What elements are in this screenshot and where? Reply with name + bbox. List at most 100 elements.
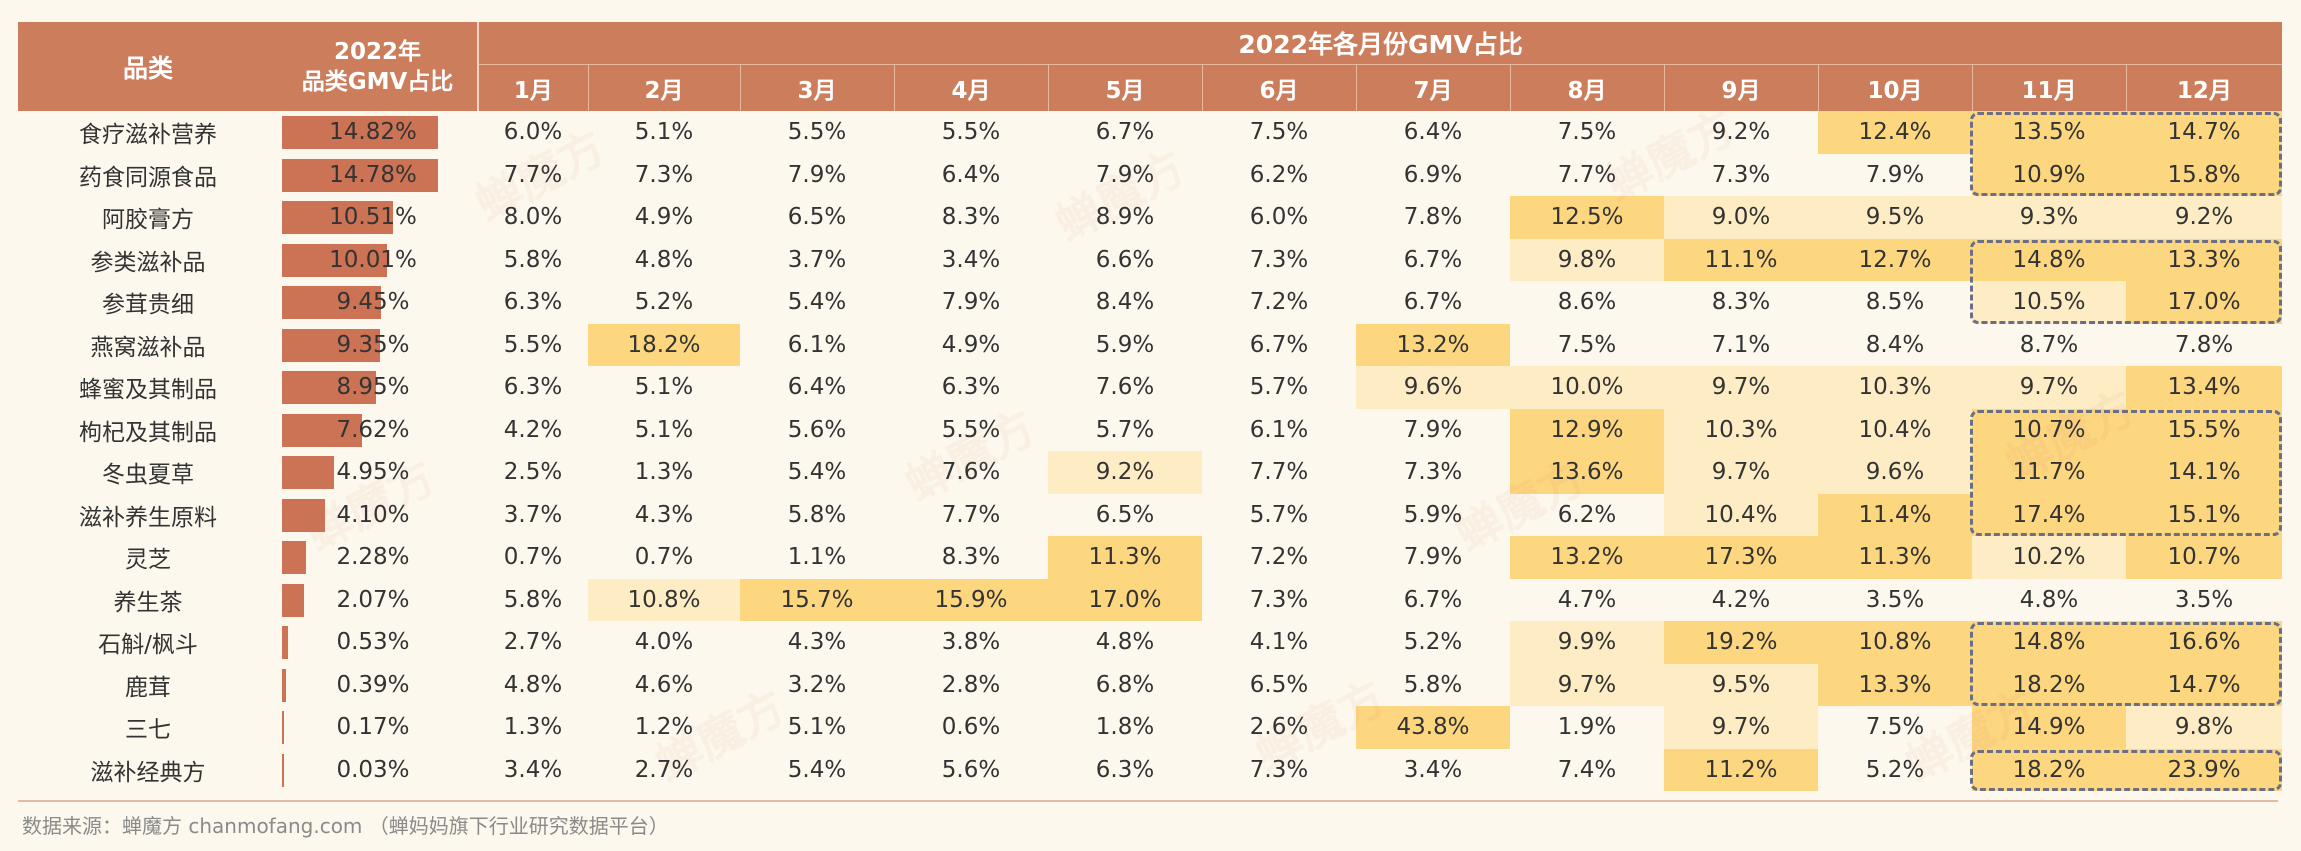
share-header-line2: 品类GMV占比 xyxy=(301,68,454,95)
month-value-cell: 9.7% xyxy=(1664,366,1818,409)
month-value-cell: 9.8% xyxy=(2126,706,2283,749)
month-value: 19.2% xyxy=(1704,629,1778,656)
share-cell: 8.95% xyxy=(278,366,478,409)
share-cell: 0.03% xyxy=(278,749,478,792)
month-value: 6.2% xyxy=(1557,501,1617,528)
month-value: 15.9% xyxy=(934,586,1008,613)
month-value-cell: 5.1% xyxy=(588,409,740,452)
month-value-cell: 1.3% xyxy=(588,451,740,494)
month-value: 5.6% xyxy=(787,416,847,443)
month-value: 17.0% xyxy=(1088,586,1162,613)
month-value: 14.1% xyxy=(2167,459,2241,486)
month-value: 6.9% xyxy=(1403,161,1463,188)
share-value: 9.35% xyxy=(336,331,410,358)
month-value: 5.2% xyxy=(1403,629,1463,656)
month-value-cell: 5.8% xyxy=(740,494,894,537)
month-value: 5.4% xyxy=(787,289,847,316)
month-value-cell: 5.1% xyxy=(588,366,740,409)
month-value-cell: 1.1% xyxy=(740,536,894,579)
month-value-cell: 6.4% xyxy=(894,154,1048,197)
month-value-cell: 6.3% xyxy=(478,366,588,409)
month-value: 6.2% xyxy=(1249,161,1309,188)
month-value: 2.7% xyxy=(634,756,694,783)
month-value-cell: 3.2% xyxy=(740,664,894,707)
month-value: 5.7% xyxy=(1249,501,1309,528)
month-value: 11.4% xyxy=(1858,501,1932,528)
month-value: 6.1% xyxy=(1249,416,1309,443)
share-value: 9.45% xyxy=(336,289,410,315)
month-value: 2.7% xyxy=(503,629,563,656)
month-value: 1.3% xyxy=(503,714,563,741)
month-value-cell: 10.4% xyxy=(1818,408,1972,451)
month-value: 6.0% xyxy=(1249,204,1309,231)
month-value: 3.8% xyxy=(941,629,1001,656)
month-value-cell: 7.9% xyxy=(1356,536,1510,579)
month-value: 13.6% xyxy=(1550,459,1624,486)
month-value: 7.5% xyxy=(1865,714,1925,741)
category-label: 参类滋补品 xyxy=(90,249,206,276)
share-bar xyxy=(282,328,381,362)
category-label: 三七 xyxy=(125,717,171,744)
month-value: 9.3% xyxy=(2019,204,2079,231)
month-value: 17.0% xyxy=(2167,289,2241,316)
category-label: 蜂蜜及其制品 xyxy=(79,377,217,404)
month-value-cell: 10.8% xyxy=(588,578,740,621)
month-value: 15.5% xyxy=(2167,416,2241,443)
month-value-cell: 14.8% xyxy=(1972,621,2126,664)
month-value-cell: 6.0% xyxy=(1202,196,1356,239)
month-value-cell: 7.3% xyxy=(1202,239,1356,282)
month-value: 4.3% xyxy=(634,501,694,528)
month-value-cell: 15.9% xyxy=(894,578,1048,621)
month-value-cell: 14.9% xyxy=(1972,706,2126,749)
month-value-cell: 6.7% xyxy=(1356,281,1510,324)
month-value-cell: 8.4% xyxy=(1048,281,1202,324)
month-value-cell: 9.7% xyxy=(1664,451,1818,494)
month-value: 4.3% xyxy=(787,629,847,656)
share-value: 10.51% xyxy=(329,204,417,230)
share-value: 0.39% xyxy=(336,671,410,698)
month-value-cell: 12.4% xyxy=(1818,111,1972,154)
month-value: 1.8% xyxy=(1095,714,1155,741)
month-value: 5.5% xyxy=(941,416,1001,443)
month-value-cell: 5.1% xyxy=(588,111,740,154)
month-value-cell: 7.3% xyxy=(1664,154,1818,197)
share-value: 0.03% xyxy=(336,756,410,783)
month-value: 1.2% xyxy=(634,714,694,741)
share-bar xyxy=(282,626,288,659)
table-row: 阿胶膏方 10.51% 8.0% 4.9% 6.5% 8.3% 8.9% 6.0% 7.8% 12… xyxy=(18,196,2283,239)
month-value: 8.5% xyxy=(1865,289,1925,316)
month-value: 5.8% xyxy=(787,501,847,528)
month-value-cell: 10.0% xyxy=(1510,366,1664,409)
month-value: 9.7% xyxy=(1711,374,1771,401)
share-value: 0.53% xyxy=(336,629,410,655)
month-value-cell: 6.7% xyxy=(1356,239,1510,282)
month-value-cell: 7.3% xyxy=(1202,749,1356,792)
month-value: 14.8% xyxy=(2012,629,2086,656)
month-value: 8.3% xyxy=(941,204,1001,231)
month-value-cell: 5.9% xyxy=(1356,494,1510,537)
month-value-cell: 7.9% xyxy=(740,154,894,197)
month-value-cell: 5.4% xyxy=(740,281,894,324)
category-label: 参茸贵细 xyxy=(102,292,194,319)
share-value: 0.17% xyxy=(336,714,410,740)
month-value: 4.9% xyxy=(941,331,1001,358)
month-value-cell: 3.7% xyxy=(478,494,588,537)
month-value-cell: 4.1% xyxy=(1202,621,1356,664)
month-value: 13.5% xyxy=(2012,119,2086,146)
month-value-cell: 13.3% xyxy=(1818,663,1972,706)
month-value-cell: 19.2% xyxy=(1664,621,1818,664)
month-header-11: 11月 xyxy=(1972,64,2127,111)
month-value-cell: 5.6% xyxy=(894,749,1048,792)
share-value: 2.07% xyxy=(336,586,410,613)
month-value-cell: 6.2% xyxy=(1510,494,1664,537)
month-value: 17.3% xyxy=(1704,544,1778,571)
share-bar xyxy=(282,201,393,234)
category-label: 滋补经典方 xyxy=(90,759,206,786)
month-value: 6.3% xyxy=(503,374,563,401)
month-value-cell: 11.3% xyxy=(1818,536,1972,579)
month-value-cell: 14.1% xyxy=(2126,451,2283,494)
month-value: 1.3% xyxy=(634,459,694,486)
month-value: 2.8% xyxy=(941,671,1001,698)
month-value: 11.3% xyxy=(1088,544,1162,571)
month-value: 5.1% xyxy=(634,374,694,401)
